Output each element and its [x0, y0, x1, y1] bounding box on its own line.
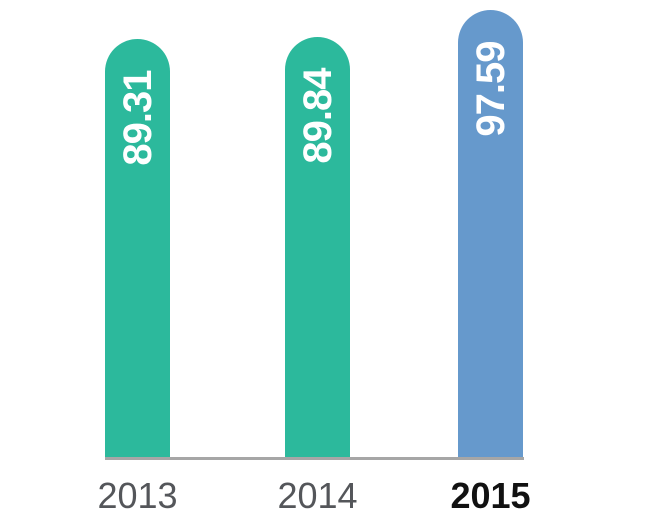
bar-value-label-2013: 89.31: [115, 70, 160, 166]
bar-value-label-2015: 97.59: [468, 41, 513, 137]
x-tick-2015: 2015: [450, 475, 531, 516]
bar-value-label-2014: 89.84: [295, 68, 340, 164]
bar-2015: 97.59: [458, 10, 523, 457]
bar-2014: 89.84: [285, 37, 350, 457]
x-tick-2013: 2013: [97, 475, 178, 516]
x-tick-2014: 2014: [277, 475, 358, 516]
bar-2013: 89.31: [105, 39, 170, 457]
x-axis-line: [105, 457, 524, 460]
